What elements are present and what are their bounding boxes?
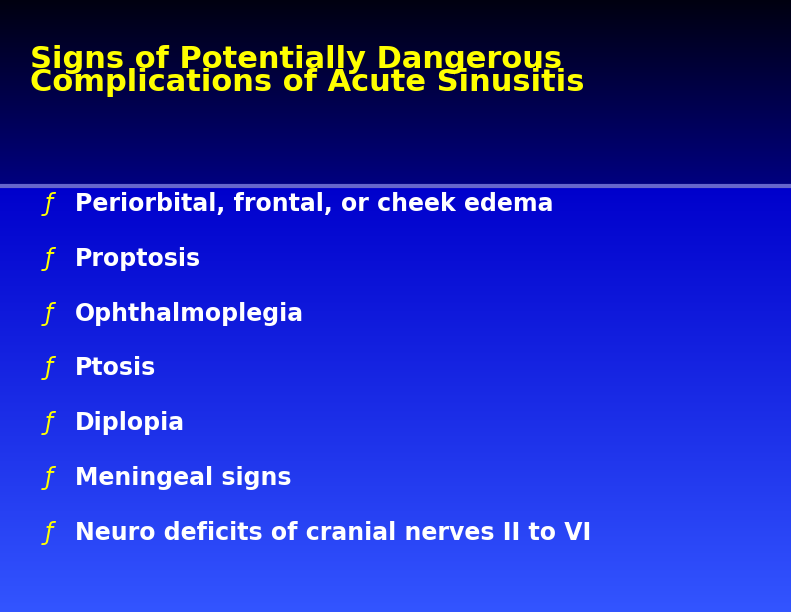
Text: Meningeal signs: Meningeal signs — [75, 466, 292, 490]
Text: ƒ: ƒ — [45, 356, 53, 381]
Text: Ptosis: Ptosis — [75, 356, 157, 381]
Text: ƒ: ƒ — [45, 247, 53, 271]
Text: Periorbital, frontal, or cheek edema: Periorbital, frontal, or cheek edema — [75, 192, 554, 216]
Text: ƒ: ƒ — [45, 521, 53, 545]
Text: ƒ: ƒ — [45, 411, 53, 435]
Text: ƒ: ƒ — [45, 192, 53, 216]
Text: ƒ: ƒ — [45, 466, 53, 490]
Text: Complications of Acute Sinusitis: Complications of Acute Sinusitis — [30, 68, 585, 97]
Text: ƒ: ƒ — [45, 302, 53, 326]
Text: Diplopia: Diplopia — [75, 411, 185, 435]
Text: Signs of Potentially Dangerous: Signs of Potentially Dangerous — [30, 45, 562, 75]
Text: Ophthalmoplegia: Ophthalmoplegia — [75, 302, 304, 326]
Text: Proptosis: Proptosis — [75, 247, 201, 271]
Text: Neuro deficits of cranial nerves II to VI: Neuro deficits of cranial nerves II to V… — [75, 521, 591, 545]
